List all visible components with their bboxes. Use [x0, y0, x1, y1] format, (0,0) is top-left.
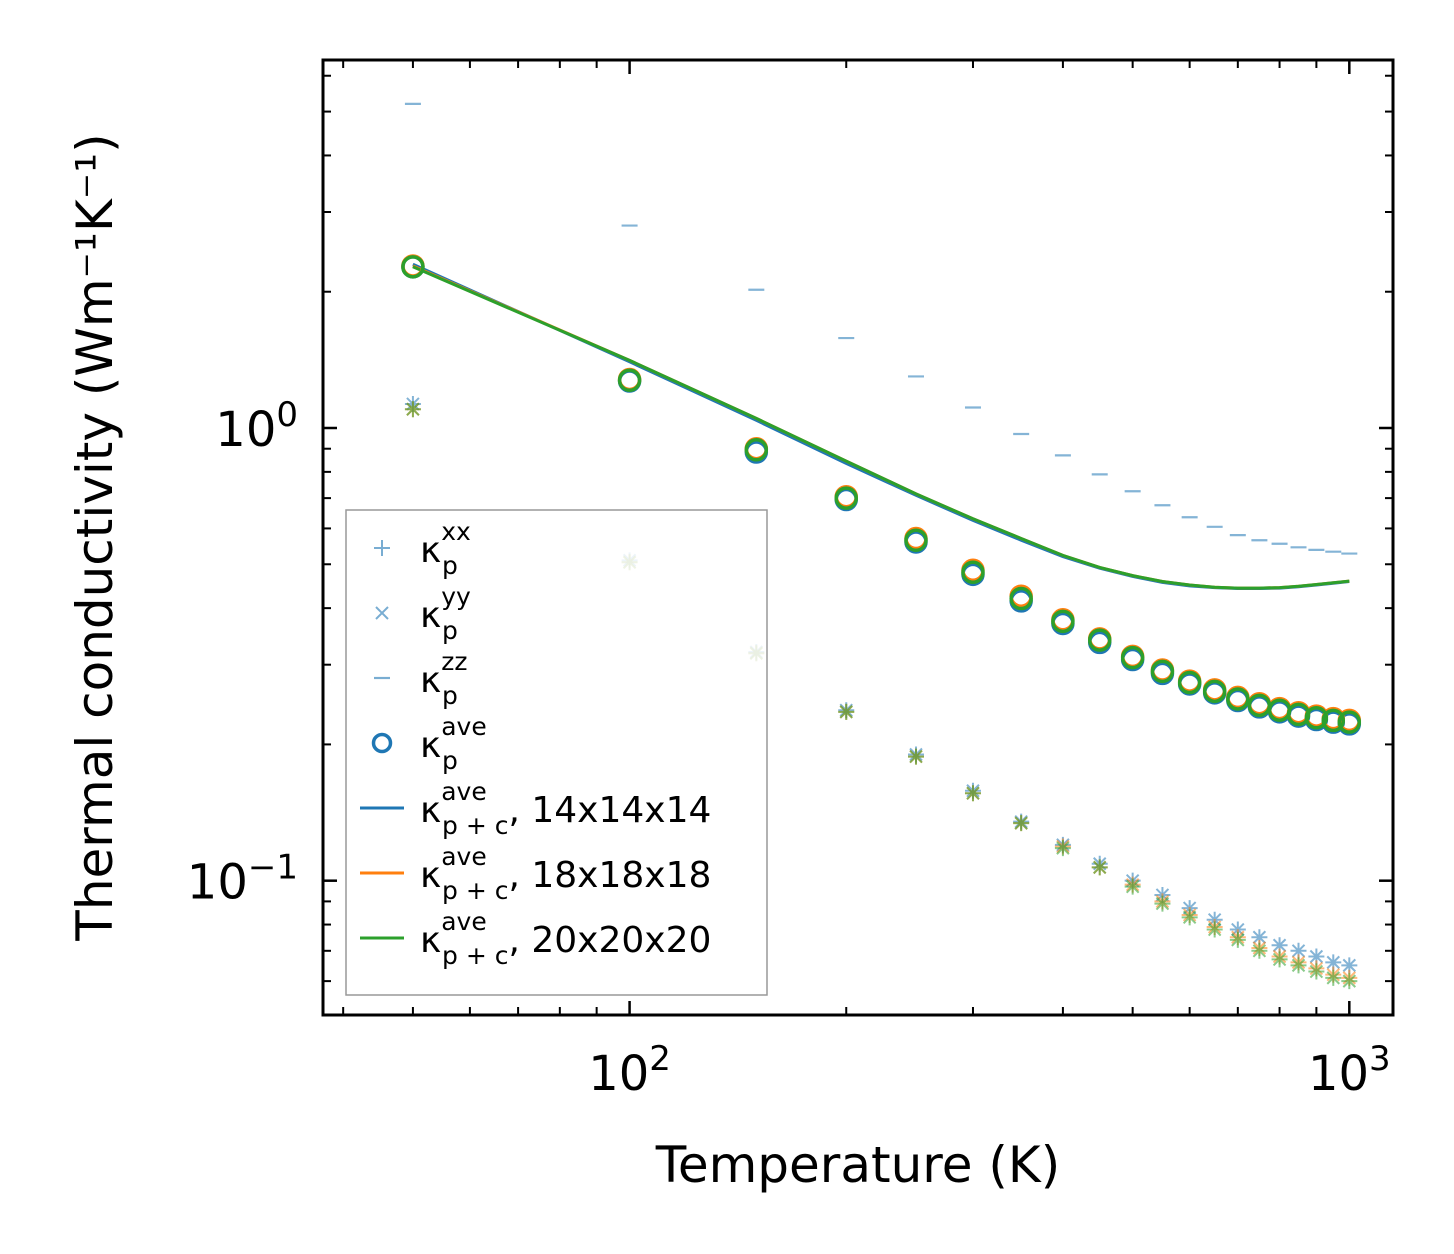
- legend-label: κave p + c, 18x18x18: [420, 842, 711, 905]
- data-point: [961, 560, 985, 585]
- legend-entry-0: κxx p: [374, 517, 471, 580]
- data-point: [617, 368, 642, 392]
- data-point: [1054, 840, 1071, 857]
- legend-marker: [371, 732, 393, 754]
- legend-entry-1: κyy p: [375, 582, 471, 645]
- legend-entry-2: κzz p: [374, 647, 467, 710]
- x-tick-label: 103: [1308, 1039, 1391, 1102]
- legend-label: κzz p: [420, 647, 467, 710]
- x-tick-label: 102: [588, 1039, 671, 1102]
- legend-label: κyy p: [420, 582, 471, 645]
- data-point: [1229, 931, 1246, 948]
- x-axis-label: Temperature (K): [655, 1136, 1060, 1194]
- data-point: [1325, 969, 1342, 986]
- legend-label: κxx p: [420, 517, 471, 580]
- series-9: [412, 265, 1350, 590]
- series-6: [401, 255, 1362, 734]
- data-point: [1009, 586, 1033, 611]
- data-point: [1154, 895, 1171, 912]
- legend-label: κave p: [420, 712, 487, 775]
- legend-entry-6: κave p + c, 20x20x20: [360, 907, 711, 970]
- data-point: [404, 401, 421, 418]
- data-point: [1226, 687, 1250, 711]
- series-line: [412, 265, 1350, 590]
- y-axis-label: Thermal conductivity (Wm⁻¹K⁻¹): [66, 133, 124, 941]
- y-tick-label: 100: [215, 395, 298, 458]
- data-point: [1290, 942, 1307, 959]
- data-point: [1051, 609, 1075, 634]
- data-point: [744, 438, 769, 462]
- legend-box: [345, 509, 768, 996]
- axis-ticks: 102 103 10−1 100: [187, 60, 1393, 1102]
- y-tick-label: 10−1: [187, 848, 298, 911]
- data-point: [1251, 942, 1268, 959]
- data-point: [1177, 670, 1202, 695]
- data-point: [1206, 921, 1223, 938]
- data-point: [1124, 878, 1141, 895]
- data-point: [1304, 706, 1329, 730]
- series-3: [404, 102, 1358, 555]
- legend-marker: [375, 606, 389, 620]
- data-point: [1181, 909, 1198, 926]
- plot-frame: [321, 58, 1395, 1017]
- data-point: [1271, 951, 1288, 968]
- legend-entry-4: κave p + c, 14x14x14: [360, 777, 711, 840]
- data-point: [1120, 645, 1145, 670]
- data-point: [834, 486, 858, 510]
- data-point: [1202, 679, 1227, 704]
- plot-area: [401, 102, 1362, 990]
- legend-label: κave p + c, 14x14x14: [420, 777, 711, 840]
- legend-entry-5: κave p + c, 18x18x18: [360, 842, 711, 905]
- legend-entry-3: κave p: [371, 712, 487, 775]
- data-point: [904, 528, 928, 552]
- legend-label: κave p + c, 20x20x20: [420, 907, 711, 970]
- data-point: [1150, 659, 1175, 684]
- data-point: [1013, 815, 1030, 832]
- data-point: [1321, 708, 1346, 733]
- data-point: [1091, 859, 1108, 876]
- data-point: [1251, 929, 1268, 946]
- data-point: [1290, 957, 1307, 974]
- data-point: [1308, 948, 1325, 965]
- legend-marker: [374, 540, 390, 556]
- data-point: [964, 785, 981, 802]
- data-point: [1337, 710, 1362, 734]
- data-point: [1341, 957, 1358, 974]
- data-point: [907, 748, 924, 765]
- data-point: [1341, 973, 1358, 990]
- data-point: [1325, 954, 1342, 971]
- data-point: [1271, 937, 1288, 954]
- data-point: [401, 255, 425, 279]
- data-point: [1308, 963, 1325, 980]
- data-point: [1087, 628, 1112, 652]
- data-point: [838, 703, 855, 720]
